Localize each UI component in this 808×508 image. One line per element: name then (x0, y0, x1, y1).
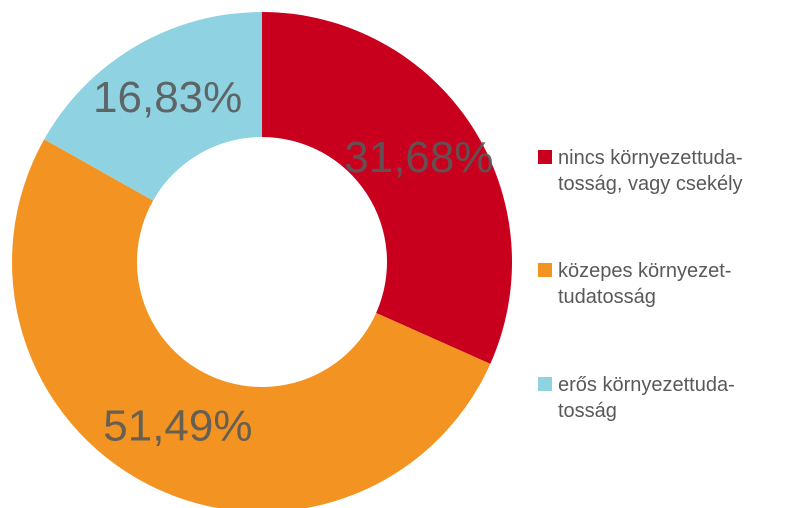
legend-swatch (538, 377, 552, 391)
legend-item: nincs környezettuda- tosság, vagy csekél… (538, 145, 743, 197)
data-label: 16,83% (93, 73, 242, 122)
data-label: 51,49% (103, 402, 252, 451)
donut-slice (262, 12, 512, 364)
legend-label: közepes környezet- tudatosság (558, 260, 732, 308)
data-label: 31,68% (344, 133, 493, 182)
legend-item: közepes környezet- tudatosság (538, 258, 731, 310)
legend-item: erős környezettuda- tosság (538, 372, 735, 424)
legend-label: nincs környezettuda- tosság, vagy csekél… (558, 147, 743, 195)
legend-label: erős környezettuda- tosság (558, 374, 735, 422)
donut-slice (12, 139, 491, 508)
donut-slice (44, 11, 262, 201)
legend-swatch (538, 150, 552, 164)
legend-swatch (538, 263, 552, 277)
